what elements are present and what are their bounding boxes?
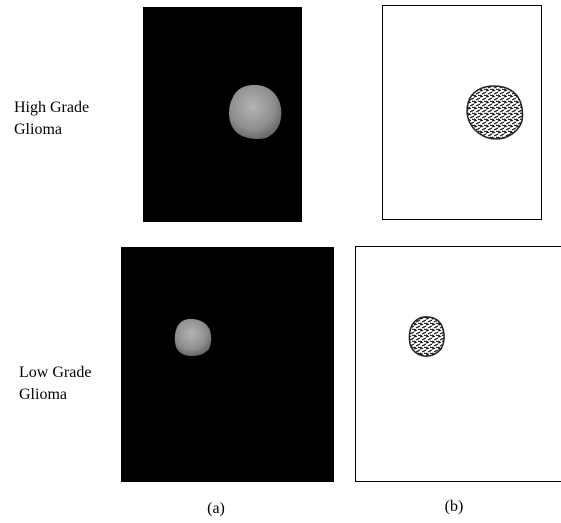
caption: (b)	[445, 498, 464, 515]
tumor	[229, 85, 281, 139]
row-label: Glioma	[19, 386, 67, 403]
caption: (a)	[207, 500, 225, 517]
row-label: High Grade	[14, 99, 89, 116]
mri-panel	[121, 247, 334, 482]
tumor	[175, 319, 212, 356]
row-label: Low Grade	[19, 364, 91, 381]
texture-map	[467, 86, 523, 139]
row-label: Glioma	[14, 121, 62, 138]
texture-map	[409, 317, 444, 356]
figure: High Grade Glioma Low Grade Glioma (a) (…	[0, 0, 561, 523]
texture-panel	[356, 247, 561, 482]
